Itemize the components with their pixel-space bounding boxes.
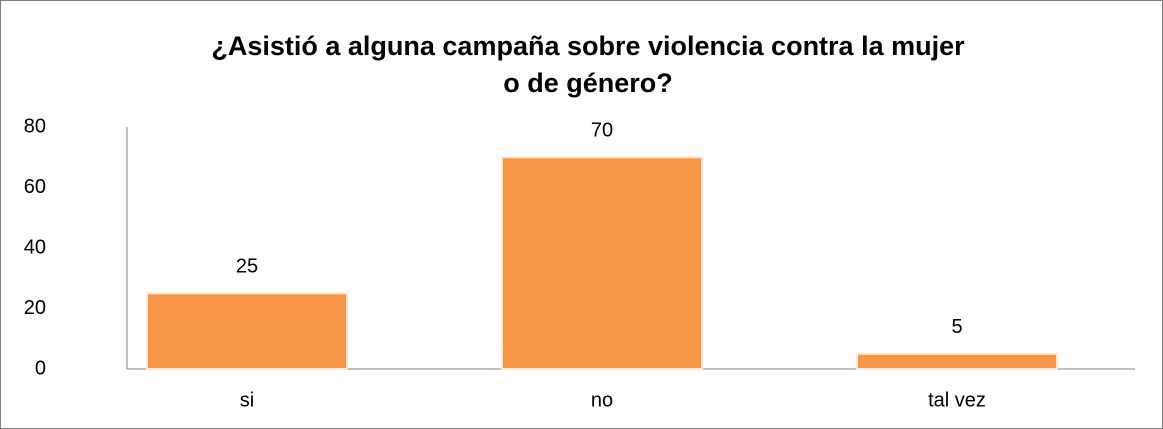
chart-title: o de género? bbox=[503, 68, 673, 98]
bar bbox=[146, 292, 348, 370]
y-tick-label: 60 bbox=[24, 176, 46, 198]
data-label: 5 bbox=[951, 316, 962, 338]
x-tick-label: no bbox=[591, 389, 613, 411]
y-tick-label: 80 bbox=[24, 115, 46, 137]
y-tick-label: 40 bbox=[24, 236, 46, 258]
x-tick-label: si bbox=[240, 389, 254, 411]
bar bbox=[856, 352, 1058, 370]
y-tick-label: 0 bbox=[35, 357, 46, 379]
y-tick-label: 20 bbox=[24, 297, 46, 319]
chart-title: ¿Asistió a alguna campaña sobre violenci… bbox=[211, 31, 965, 61]
data-label: 70 bbox=[591, 120, 613, 142]
bar bbox=[501, 156, 703, 370]
data-label: 25 bbox=[236, 256, 258, 278]
x-tick-label: tal vez bbox=[928, 389, 986, 411]
